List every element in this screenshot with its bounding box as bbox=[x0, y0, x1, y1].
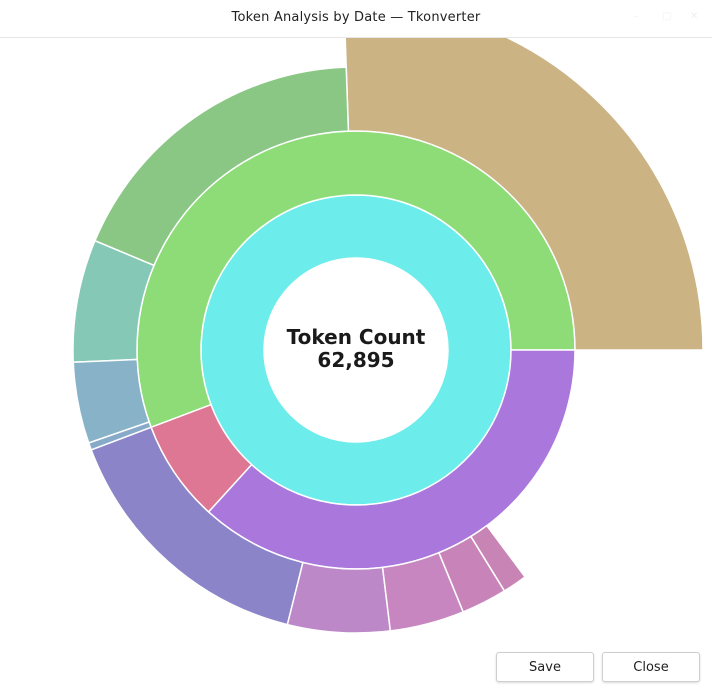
center-value: 62,895 bbox=[317, 348, 394, 372]
minimize-icon[interactable]: – bbox=[634, 11, 639, 22]
sunburst-chart: Token Count 62,895 bbox=[72, 38, 704, 634]
window-title: Token Analysis by Date — Tkonverter bbox=[231, 10, 481, 25]
center-label: Token Count bbox=[287, 325, 426, 349]
close-window-icon[interactable]: ✕ bbox=[690, 11, 699, 22]
save-button[interactable]: Save bbox=[496, 652, 594, 682]
sunburst-segment-ring2-8[interactable] bbox=[286, 561, 392, 634]
title-bar: Token Analysis by Date — Tkonverter – □ … bbox=[0, 0, 712, 38]
sunburst-arcs bbox=[72, 38, 704, 634]
sunburst-segment-ring2-0[interactable] bbox=[344, 38, 704, 351]
sunburst-segment-ring2-11[interactable] bbox=[469, 524, 527, 592]
window-controls: – □ ✕ bbox=[634, 12, 700, 22]
maximize-icon[interactable]: □ bbox=[662, 11, 672, 22]
close-button[interactable]: Close bbox=[602, 652, 700, 682]
